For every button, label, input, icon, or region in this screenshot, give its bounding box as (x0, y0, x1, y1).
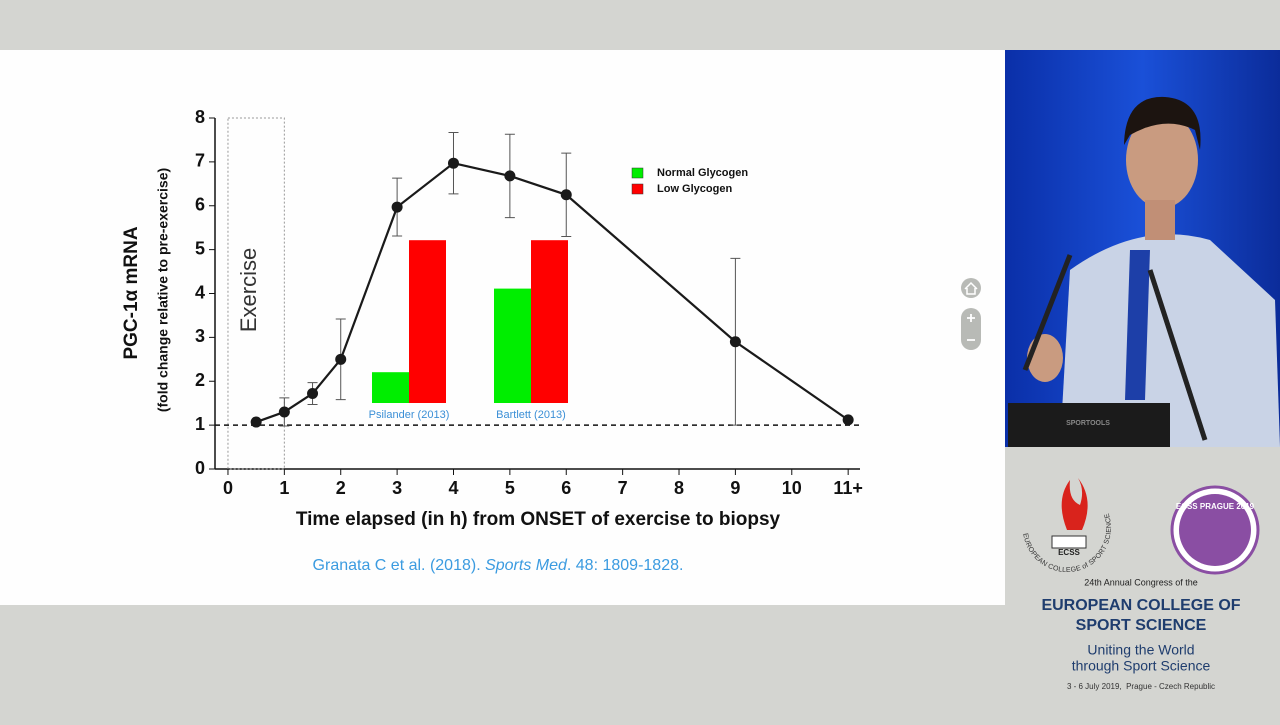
x-tick-label: 7 (618, 478, 628, 498)
inset-category-label: Bartlett (2013) (496, 409, 566, 421)
x-tick-label: 10 (782, 478, 802, 498)
motto-line: Uniting the World (1087, 642, 1194, 658)
data-point (729, 336, 741, 348)
badge-text: ECSS PRAGUE 2019 (1176, 502, 1255, 511)
x-axis-title: Time elapsed (in h) from ONSET of exerci… (296, 509, 781, 530)
inset-bar (372, 372, 409, 403)
x-tick-label: 4 (448, 478, 458, 498)
x-tick-label: 2 (336, 478, 346, 498)
citation-journal: Sports Med (485, 557, 568, 574)
y-tick-label: 4 (195, 282, 205, 302)
exercise-window (227, 117, 285, 470)
top-band (0, 0, 1280, 50)
speaker-video: SPORTOOLS (1005, 50, 1280, 447)
x-tick-label: 0 (223, 478, 233, 498)
data-point (307, 388, 319, 400)
data-point (504, 170, 516, 182)
legend-label: Low Glycogen (657, 183, 732, 195)
branding: ECSS EUROPEAN COLLEGE of SPORT SCIENCE E… (1021, 478, 1260, 691)
org-line: SPORT SCIENCE (1076, 617, 1207, 634)
inset-category-label: Psilander (2013) (369, 409, 450, 421)
citation-part: Granata C et al. (2018). (313, 557, 486, 574)
x-tick-label: 8 (674, 478, 684, 498)
org-line: EUROPEAN COLLEGE OF (1041, 597, 1240, 614)
laptop-brand: SPORTOOLS (1066, 420, 1110, 427)
y-axis-subtitle: (fold change relative to pre-exercise) (155, 168, 171, 412)
dates: 3 - 6 July 2019, Prague - Czech Republic (1067, 682, 1215, 691)
data-point (842, 414, 854, 426)
y-tick-label: 3 (195, 326, 205, 346)
data-point (250, 416, 262, 428)
y-tick-label: 1 (195, 414, 205, 434)
home-button[interactable] (961, 278, 981, 298)
y-tick-label: 5 (195, 238, 205, 258)
zoom-controls[interactable] (961, 278, 981, 350)
x-tick-label: 6 (561, 478, 571, 498)
exercise-label: Exercise (236, 248, 261, 332)
y-tick-label: 2 (195, 370, 205, 390)
x-tick-label: 9 (730, 478, 740, 498)
y-tick-label: 7 (195, 151, 205, 171)
data-point (278, 406, 290, 418)
inset-bar (494, 288, 531, 403)
data-point (560, 189, 572, 201)
citation-part: . 48: 1809-1828. (567, 557, 684, 574)
data-point (447, 157, 459, 169)
legend-swatch (631, 183, 644, 195)
x-tick-label: 1 (279, 478, 289, 498)
legend-swatch (631, 167, 644, 179)
congress: 24th Annual Congress of the (1084, 577, 1198, 587)
y-axis-title: PGC-1α mRNA (121, 226, 142, 359)
citation: Granata C et al. (2018). Sports Med. 48:… (313, 557, 684, 574)
y-tick-label: 0 (195, 458, 205, 478)
data-point (335, 353, 347, 365)
inset-bar (531, 240, 568, 403)
motto-line: through Sport Science (1072, 658, 1211, 674)
data-line (255, 162, 849, 424)
logo-text: ECSS (1058, 548, 1080, 557)
y-tick-label: 6 (195, 195, 205, 215)
inset-bar (409, 240, 446, 403)
y-tick-label: 8 (195, 107, 205, 127)
data-point (391, 201, 403, 213)
x-tick-label: 11+ (833, 478, 863, 498)
zoom-buttons[interactable] (961, 308, 981, 350)
x-tick-label: 3 (392, 478, 402, 498)
x-tick-label: 5 (505, 478, 515, 498)
legend-label: Normal Glycogen (657, 167, 748, 179)
